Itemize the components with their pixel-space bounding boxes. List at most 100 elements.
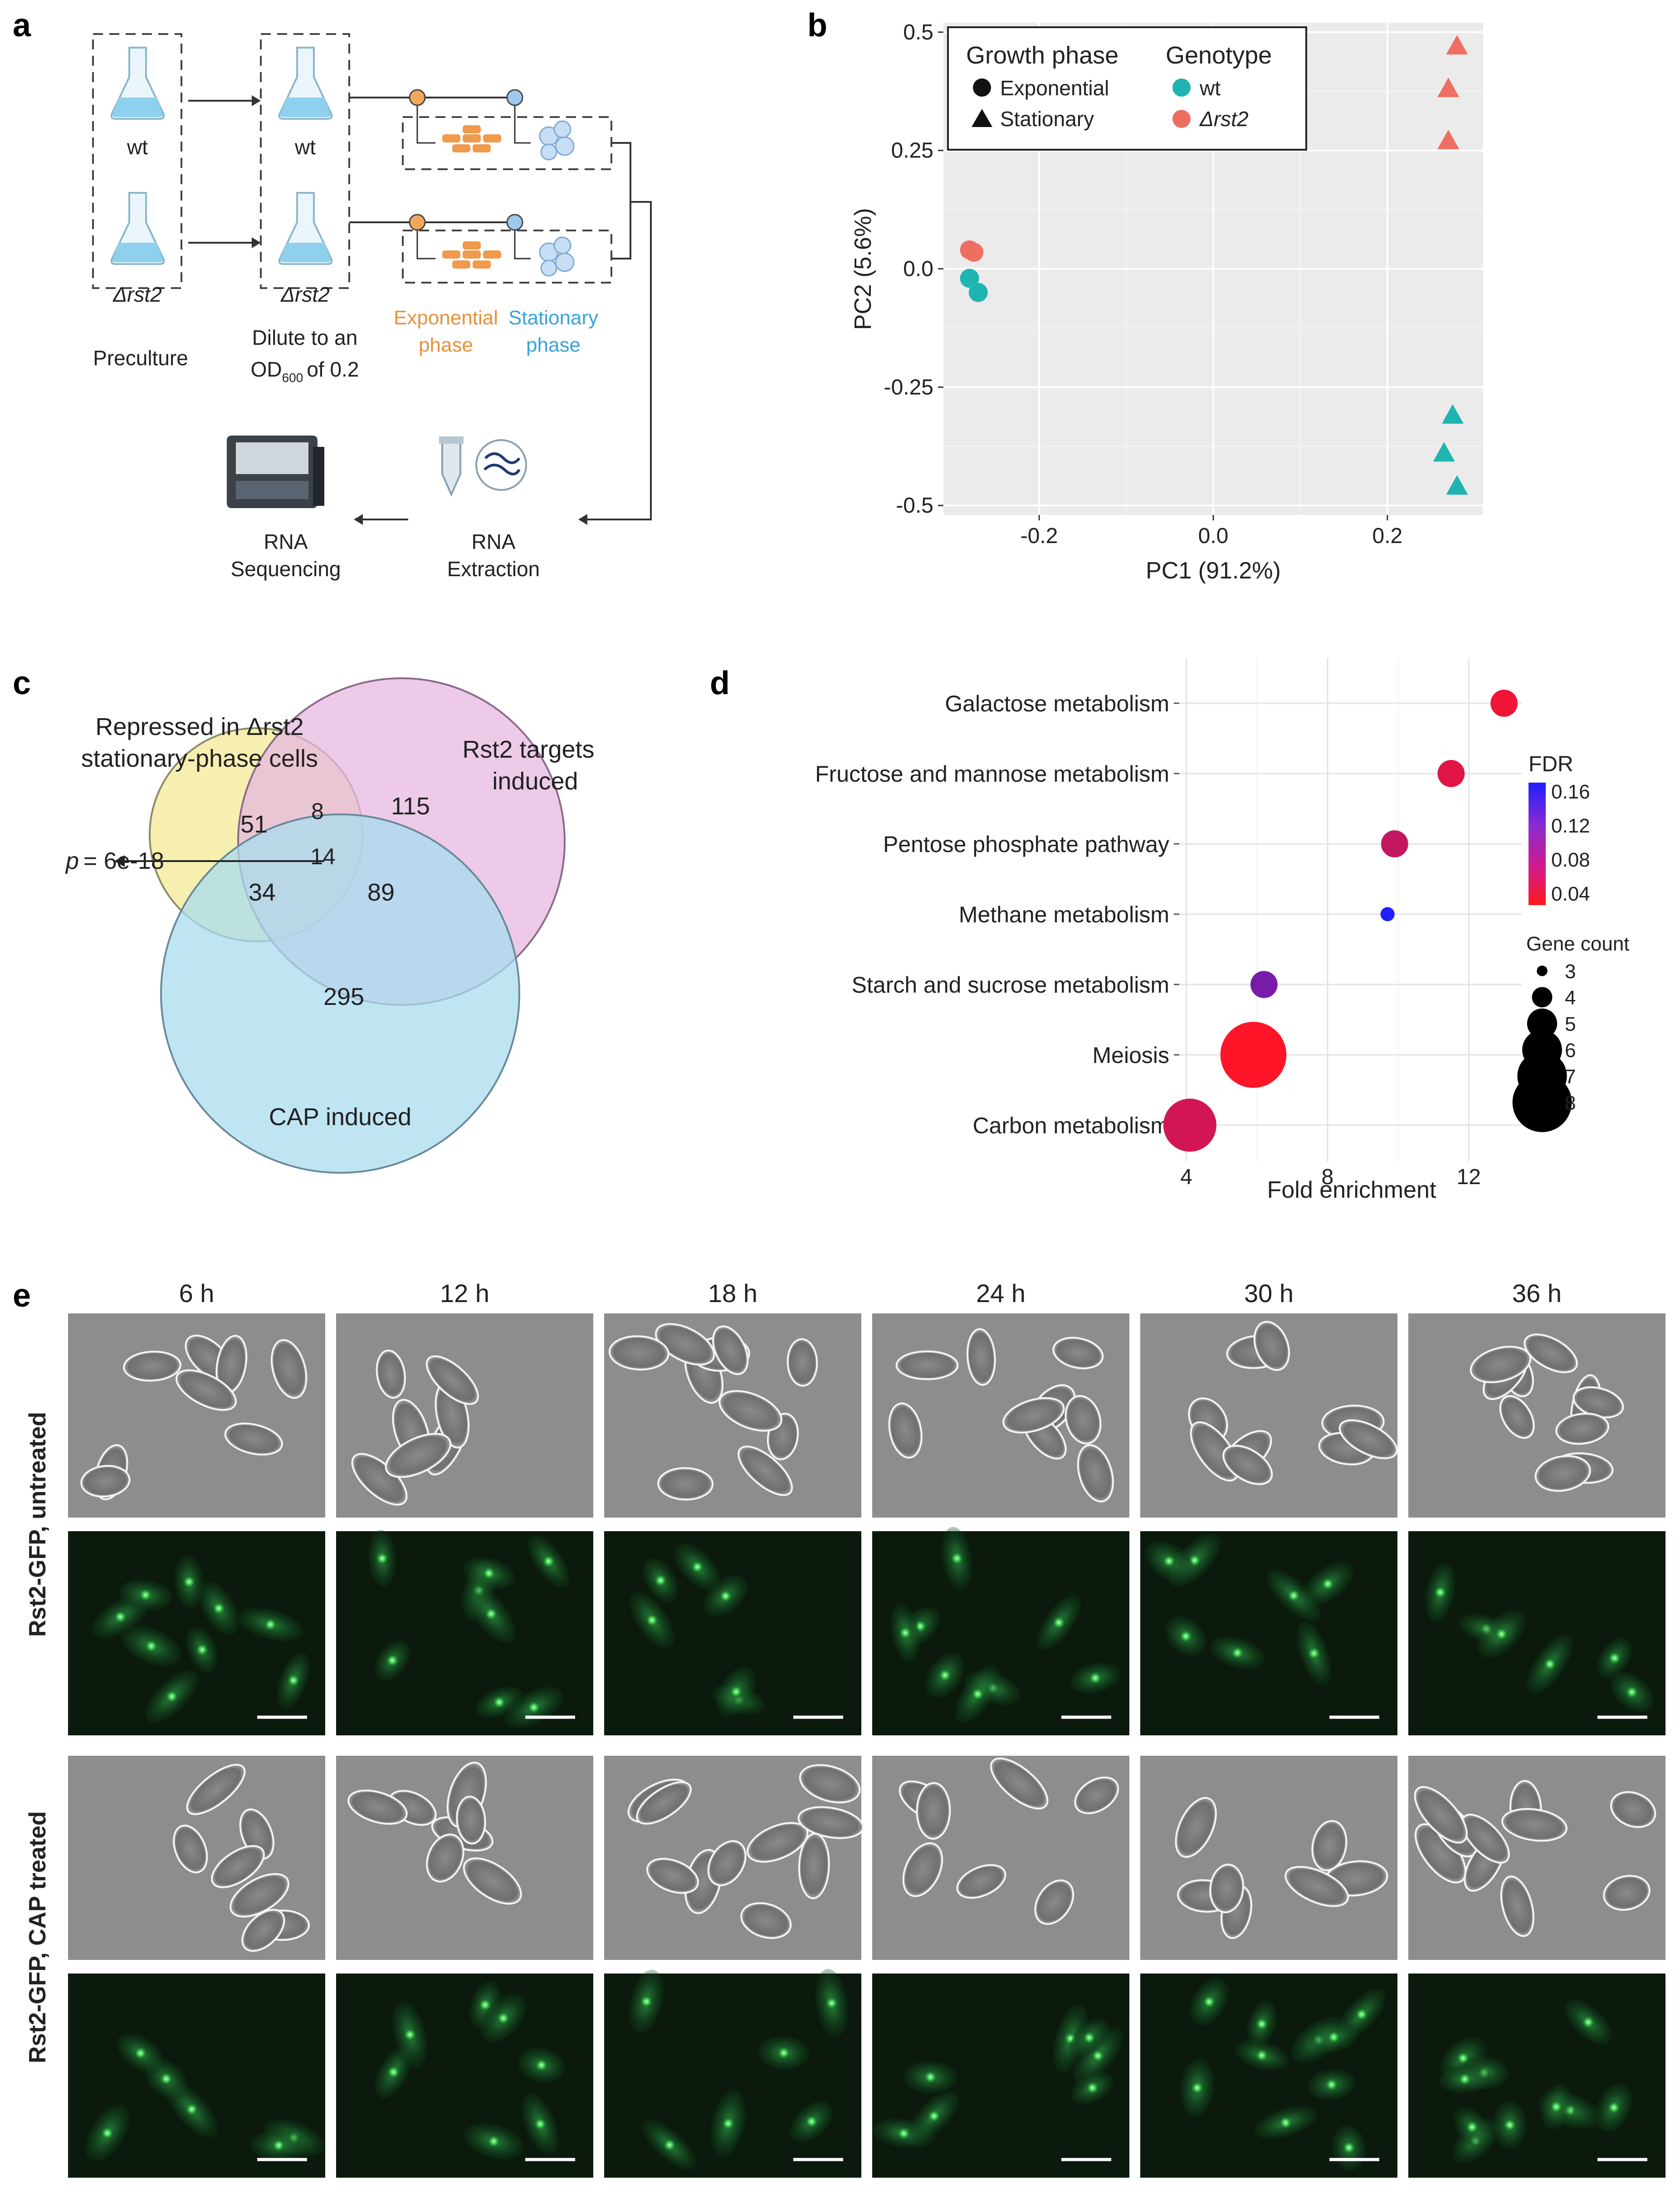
venn-region-bc: 89	[367, 879, 395, 906]
gfp-image-tile	[604, 1531, 861, 1735]
brightfield-image-tile	[68, 1756, 325, 1960]
category-labels: Galactose metabolism Fructose and mannose…	[815, 691, 1169, 1138]
size-legend-dot	[1532, 987, 1553, 1008]
fdr-legend: FDR 0.16 0.12 0.08 0.04	[1529, 752, 1590, 905]
scatter-point-wt	[1441, 404, 1464, 424]
panel-label-a: a	[13, 7, 31, 44]
size-legend-label: 4	[1565, 987, 1576, 1009]
enrichment-dot	[1163, 1098, 1216, 1152]
legend-rst2-marker	[1172, 110, 1191, 128]
enrichment-dot	[1381, 830, 1408, 857]
timepoint-label: 24 h	[976, 1279, 1026, 1308]
legend-item-rst2: Δrst2	[1199, 107, 1249, 131]
fdr-legend-title: FDR	[1529, 752, 1573, 776]
x-tick-label: 4	[1180, 1165, 1192, 1189]
panel-label-e: e	[13, 1278, 31, 1314]
rna-extraction-label: RNA	[471, 530, 515, 553]
workflow-panel: wt Δrst2 wt Δrst2	[92, 33, 652, 581]
p-value-label: p = 6e-18	[65, 848, 164, 874]
flask-icon	[110, 192, 165, 265]
category-label: Pentose phosphate pathway	[883, 832, 1169, 857]
size-legend-items: 3 4 5 6 7 8	[1512, 960, 1576, 1132]
arrow-head	[252, 95, 261, 106]
gfp-image-tile	[336, 1530, 593, 1735]
legend-triangle-marker	[972, 109, 992, 127]
brightfield-image-tile	[1140, 1313, 1398, 1518]
legend-circle-marker	[973, 78, 991, 97]
dilution-box	[260, 33, 350, 289]
venn-region-b-only: 115	[391, 793, 430, 820]
rna-tube-icon	[439, 436, 527, 497]
scatter-point-wt	[1446, 475, 1468, 495]
panel-label-b: b	[807, 7, 827, 44]
brightfield-image-tile	[604, 1313, 861, 1518]
gfp-image-tile	[1408, 1974, 1665, 2178]
category-label: Methane metabolism	[959, 902, 1169, 927]
y-tick-label: 0.25	[891, 139, 933, 163]
plot-area	[1179, 658, 1522, 1161]
gfp-image-tile	[336, 1974, 593, 2178]
legend-item-exponential: Exponential	[1000, 76, 1109, 100]
x-axis-label: PC1 (91.2%)	[1146, 558, 1281, 584]
venn-label-cap-induced: CAP induced	[269, 1103, 411, 1131]
size-legend-dot	[1512, 1073, 1572, 1132]
brightfield-image-tile	[1408, 1756, 1665, 1960]
size-legend-label: 3	[1565, 960, 1576, 983]
scatter-point-wt	[1433, 442, 1455, 462]
size-legend-dot	[1537, 965, 1548, 976]
brightfield-image-tile	[604, 1756, 864, 1960]
fdr-tick: 0.12	[1551, 815, 1590, 837]
gene-count-legend-title: Gene count	[1526, 933, 1630, 955]
enrichment-dot	[1437, 760, 1465, 787]
exponential-marker	[409, 89, 426, 106]
exponential-phase-label-2: phase	[419, 334, 473, 356]
category-label: Carbon metabolism	[972, 1113, 1169, 1138]
venn-label-rst2-targets: Rst2 targets	[462, 736, 594, 763]
flask-label-rst2: Δrst2	[112, 283, 162, 306]
enrichment-dot	[1490, 690, 1518, 717]
x-tick-label: -0.2	[1021, 524, 1058, 548]
gfp-image-tile	[68, 1531, 325, 1735]
legend: Growth phase Exponential Stationary Geno…	[947, 26, 1307, 151]
venn-label-repressed-2: stationary-phase cells	[81, 745, 318, 772]
dilute-label: Dilute to an	[252, 326, 358, 349]
scatter-point-rst2	[1437, 129, 1460, 149]
legend-wt-marker	[1172, 78, 1191, 97]
category-label: Meiosis	[1093, 1043, 1169, 1068]
flask-icon	[110, 47, 165, 120]
tick-labels: -0.2 0.0 0.2 -0.5 -0.25 0.0 0.25 0.5	[884, 20, 1403, 548]
venn-region-a-only: 51	[240, 811, 268, 838]
scatter-point-wt	[968, 283, 988, 302]
timepoint-label: 18 h	[708, 1279, 757, 1308]
size-legend-label: 8	[1565, 1092, 1576, 1114]
preculture-box	[92, 33, 182, 289]
gfp-image-tile	[68, 1974, 325, 2178]
gene-count-legend: Gene count 3 4 5 6 7 8	[1512, 933, 1630, 1132]
stationary-marker	[506, 89, 523, 106]
exponential-cells-icon	[442, 125, 501, 152]
category-label: Starch and sucrose metabolism	[852, 972, 1169, 998]
stationary-phase-label-2: phase	[526, 334, 581, 356]
size-legend-label: 5	[1565, 1013, 1576, 1035]
y-tick-label: -0.5	[896, 494, 933, 518]
brightfield-image-tile	[68, 1313, 325, 1518]
stationary-phase-label: Stationary	[508, 307, 598, 329]
gfp-image-tile	[1140, 1974, 1397, 2178]
preculture-label: Preculture	[93, 346, 188, 370]
rna-sequencing-label-2: Sequencing	[231, 557, 341, 581]
brightfield-image-tile	[872, 1756, 1129, 1960]
timepoint-label: 6 h	[179, 1279, 215, 1308]
venn-region-ab: 8	[311, 798, 324, 824]
category-label: Fructose and mannose metabolism	[815, 761, 1169, 787]
flask-icon	[278, 47, 333, 120]
venn-region-abc: 14	[310, 844, 336, 869]
gfp-image-tile	[1408, 1531, 1665, 1735]
brightfield-image-tile	[1140, 1756, 1397, 1960]
timepoint-label: 36 h	[1512, 1279, 1562, 1308]
enrichment-dot-plot: Galactose metabolism Fructose and mannose…	[815, 658, 1630, 1203]
venn-diagram: 51 8 115 14 34 89 295 Repressed in Δrst2…	[65, 677, 595, 1174]
stationary-marker	[506, 214, 523, 231]
y-tick-label: 0.0	[903, 257, 933, 281]
exponential-cells-icon	[442, 241, 501, 269]
venn-label-rst2-targets-2: induced	[492, 768, 578, 795]
